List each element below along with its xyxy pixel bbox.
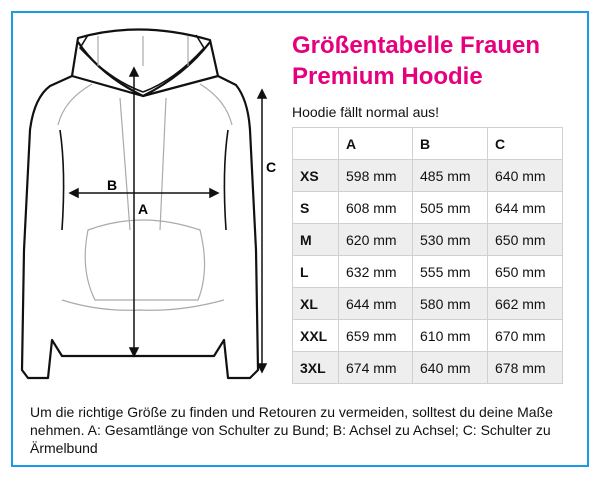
size-cell: M <box>292 223 339 256</box>
size-cell: XL <box>292 287 339 320</box>
measurement-note: Um die richtige Größe zu finden und Reto… <box>30 404 553 456</box>
fit-note: Hoodie fällt normal aus! <box>292 104 440 120</box>
label-c: C <box>266 159 276 175</box>
size-cell: S <box>292 191 339 224</box>
measure-cell: 620 mm <box>338 223 413 256</box>
label-b: B <box>107 177 117 193</box>
table-row: XL 644 mm 580 mm 662 mm <box>292 287 563 320</box>
measure-cell: 530 mm <box>412 223 488 256</box>
measure-cell: 640 mm <box>487 159 563 192</box>
hood-outline <box>20 28 260 380</box>
size-cell: L <box>292 255 339 288</box>
measure-cell: 678 mm <box>487 351 563 384</box>
size-cell: 3XL <box>292 351 339 384</box>
measure-cell: 505 mm <box>412 191 488 224</box>
measure-cell: 598 mm <box>338 159 413 192</box>
size-cell: XXL <box>292 319 339 352</box>
measure-cell: 580 mm <box>412 287 488 320</box>
size-table: A B C XS 598 mm 485 mm 640 mm S 608 mm 505 mm 6… <box>292 127 563 384</box>
header-cell <box>292 127 339 160</box>
title-line-1: Größentabelle Frauen <box>292 32 541 59</box>
measure-cell: 662 mm <box>487 287 563 320</box>
measure-cell: 659 mm <box>338 319 413 352</box>
measure-cell: 485 mm <box>412 159 488 192</box>
header-cell: B <box>412 127 488 160</box>
table-row: L 632 mm 555 mm 650 mm <box>292 255 563 288</box>
table-row: M 620 mm 530 mm 650 mm <box>292 223 563 256</box>
measure-cell: 608 mm <box>338 191 413 224</box>
table-row: XXL 659 mm 610 mm 670 mm <box>292 319 563 352</box>
header-cell: A <box>338 127 413 160</box>
measure-cell: 640 mm <box>412 351 488 384</box>
header-cell: C <box>487 127 563 160</box>
table-row: XS 598 mm 485 mm 640 mm <box>292 159 563 192</box>
table-row: S 608 mm 505 mm 644 mm <box>292 191 563 224</box>
measure-cell: 650 mm <box>487 255 563 288</box>
title-line-2: Premium Hoodie <box>292 63 483 90</box>
measure-cell: 670 mm <box>487 319 563 352</box>
measure-cell: 674 mm <box>338 351 413 384</box>
measure-cell: 632 mm <box>338 255 413 288</box>
label-a: A <box>138 201 148 217</box>
size-cell: XS <box>292 159 339 192</box>
measure-cell: 650 mm <box>487 223 563 256</box>
measure-cell: 644 mm <box>338 287 413 320</box>
measure-cell: 555 mm <box>412 255 488 288</box>
measure-cell: 610 mm <box>412 319 488 352</box>
page-title: Größentabelle Frauen Premium Hoodie <box>292 30 540 92</box>
table-row: 3XL 674 mm 640 mm 678 mm <box>292 351 563 384</box>
table-header: A B C <box>292 127 563 160</box>
measure-cell: 644 mm <box>487 191 563 224</box>
frame-border <box>11 11 589 467</box>
